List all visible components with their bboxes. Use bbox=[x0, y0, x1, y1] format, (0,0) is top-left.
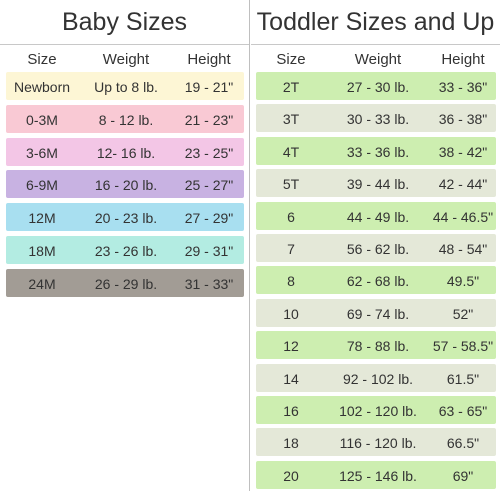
toddler-size-row: 18 116 - 120 lb. 66.5" bbox=[256, 428, 496, 457]
toddler-size-row: 4T 33 - 36 lb. 38 - 42" bbox=[256, 136, 496, 165]
toddler-height-cell: 52" bbox=[452, 305, 474, 322]
baby-weight-cell: 16 - 20 lb. bbox=[94, 177, 158, 194]
toddler-size-cell: 12 bbox=[283, 338, 299, 355]
baby-size-cell: 3-6M bbox=[26, 144, 58, 161]
toddler-size-cell: 16 bbox=[283, 403, 299, 419]
baby-height-cell: 19 - 21" bbox=[184, 79, 234, 95]
toddler-weight-cell: 27 - 30 lb. bbox=[346, 79, 410, 95]
toddler-weight-cell: 56 - 62 lb. bbox=[346, 241, 410, 257]
toddler-header-height: Height bbox=[441, 51, 485, 68]
toddler-header-size: Size bbox=[276, 51, 306, 68]
toddler-height-cell: 44 - 46.5" bbox=[432, 208, 494, 225]
toddler-size-cell: 8 bbox=[287, 273, 295, 290]
baby-size-row: 6-9M 16 - 20 lb. 25 - 27" bbox=[6, 170, 244, 199]
baby-size-cell: 6-9M bbox=[26, 177, 58, 194]
toddler-height-cell: 57 - 58.5" bbox=[432, 338, 494, 355]
toddler-sizes-title: Toddler Sizes and Up bbox=[251, 0, 500, 45]
baby-header-size: Size bbox=[27, 51, 57, 68]
toddler-size-row: 5T 39 - 44 lb. 42 - 44" bbox=[256, 169, 496, 198]
baby-weight-cell: Up to 8 lb. bbox=[94, 79, 158, 95]
baby-height-cell: 29 - 31" bbox=[184, 243, 234, 259]
toddler-height-cell: 48 - 54" bbox=[438, 241, 488, 257]
toddler-weight-cell: 92 - 102 lb. bbox=[342, 370, 414, 387]
baby-size-row: 0-3M 8 - 12 lb. 21 - 23" bbox=[6, 104, 244, 133]
toddler-size-row: 2T 27 - 30 lb. 33 - 36" bbox=[256, 72, 496, 100]
toddler-size-row: 12 78 - 88 lb. 57 - 58.5" bbox=[256, 331, 496, 360]
column-divider bbox=[249, 0, 250, 491]
toddler-size-cell: 4T bbox=[282, 143, 300, 160]
toddler-size-cell: 5T bbox=[282, 176, 300, 193]
toddler-size-row: 16 102 - 120 lb. 63 - 65" bbox=[256, 396, 496, 424]
toddler-size-cell: 14 bbox=[283, 370, 299, 387]
baby-header-row: Size Weight Height bbox=[0, 45, 249, 71]
toddler-size-cell: 2T bbox=[282, 79, 300, 95]
toddler-weight-cell: 44 - 49 lb. bbox=[346, 208, 410, 225]
baby-size-row: 3-6M 12- 16 lb. 23 - 25" bbox=[6, 137, 244, 166]
toddler-header-row: Size Weight Height bbox=[251, 45, 500, 71]
toddler-size-cell: 18 bbox=[283, 435, 299, 452]
baby-header-weight: Weight bbox=[102, 51, 150, 68]
toddler-size-cell: 10 bbox=[283, 305, 299, 322]
baby-size-row: 12M 20 - 23 lb. 27 - 29" bbox=[6, 203, 244, 232]
toddler-weight-cell: 78 - 88 lb. bbox=[346, 338, 410, 355]
toddler-weight-cell: 33 - 36 lb. bbox=[346, 143, 410, 160]
toddler-size-cell: 6 bbox=[287, 208, 295, 225]
baby-size-row: 24M 26 - 29 lb. 31 - 33" bbox=[6, 268, 244, 297]
toddler-height-cell: 49.5" bbox=[446, 273, 480, 290]
toddler-size-cell: 7 bbox=[287, 241, 295, 257]
toddler-size-row: 3T 30 - 33 lb. 36 - 38" bbox=[256, 104, 496, 133]
toddler-size-cell: 3T bbox=[282, 111, 300, 128]
toddler-weight-cell: 102 - 120 lb. bbox=[339, 403, 417, 419]
baby-height-cell: 27 - 29" bbox=[184, 210, 234, 227]
toddler-height-cell: 61.5" bbox=[446, 370, 480, 387]
toddler-weight-cell: 39 - 44 lb. bbox=[346, 176, 410, 193]
toddler-height-cell: 38 - 42" bbox=[438, 143, 488, 160]
baby-size-cell: 12M bbox=[28, 210, 56, 227]
baby-weight-cell: 12- 16 lb. bbox=[96, 144, 156, 161]
baby-weight-cell: 8 - 12 lb. bbox=[98, 111, 154, 128]
toddler-weight-cell: 30 - 33 lb. bbox=[346, 111, 410, 128]
toddler-size-row: 6 44 - 49 lb. 44 - 46.5" bbox=[256, 201, 496, 230]
baby-size-cell: 24M bbox=[28, 275, 56, 292]
baby-weight-cell: 26 - 29 lb. bbox=[94, 275, 158, 292]
baby-header-height: Height bbox=[187, 51, 231, 68]
toddler-header-weight: Weight bbox=[354, 51, 402, 68]
toddler-weight-cell: 116 - 120 lb. bbox=[339, 435, 417, 452]
baby-size-cell: 0-3M bbox=[26, 111, 58, 128]
toddler-height-cell: 33 - 36" bbox=[438, 79, 488, 95]
toddler-weight-cell: 125 - 146 lb. bbox=[339, 467, 417, 484]
baby-height-cell: 25 - 27" bbox=[184, 177, 234, 194]
toddler-size-row: 7 56 - 62 lb. 48 - 54" bbox=[256, 234, 496, 262]
baby-height-cell: 21 - 23" bbox=[184, 111, 234, 128]
toddler-weight-cell: 69 - 74 lb. bbox=[346, 305, 410, 322]
baby-sizes-panel: Baby Sizes Size Weight Height Newborn Up … bbox=[0, 0, 249, 297]
toddler-sizes-panel: Toddler Sizes and Up Size Weight Height … bbox=[251, 0, 500, 489]
toddler-height-cell: 42 - 44" bbox=[438, 176, 488, 193]
toddler-height-cell: 66.5" bbox=[446, 435, 480, 452]
baby-sizes-title: Baby Sizes bbox=[0, 0, 249, 45]
baby-weight-cell: 23 - 26 lb. bbox=[94, 243, 158, 259]
toddler-size-row: 14 92 - 102 lb. 61.5" bbox=[256, 363, 496, 392]
toddler-height-cell: 69" bbox=[452, 467, 474, 484]
baby-size-row: Newborn Up to 8 lb. 19 - 21" bbox=[6, 72, 244, 100]
toddler-height-cell: 36 - 38" bbox=[438, 111, 488, 128]
toddler-size-row: 8 62 - 68 lb. 49.5" bbox=[256, 266, 496, 295]
toddler-size-row: 20 125 - 146 lb. 69" bbox=[256, 460, 496, 489]
toddler-weight-cell: 62 - 68 lb. bbox=[346, 273, 410, 290]
baby-size-cell: 18M bbox=[28, 243, 56, 259]
toddler-size-cell: 20 bbox=[283, 467, 299, 484]
toddler-size-row: 10 69 - 74 lb. 52" bbox=[256, 298, 496, 327]
baby-size-row: 18M 23 - 26 lb. 29 - 31" bbox=[6, 236, 244, 264]
baby-height-cell: 31 - 33" bbox=[184, 275, 234, 292]
toddler-height-cell: 63 - 65" bbox=[438, 403, 488, 419]
baby-size-cell: Newborn bbox=[13, 79, 71, 95]
baby-height-cell: 23 - 25" bbox=[184, 144, 234, 161]
baby-weight-cell: 20 - 23 lb. bbox=[94, 210, 158, 227]
